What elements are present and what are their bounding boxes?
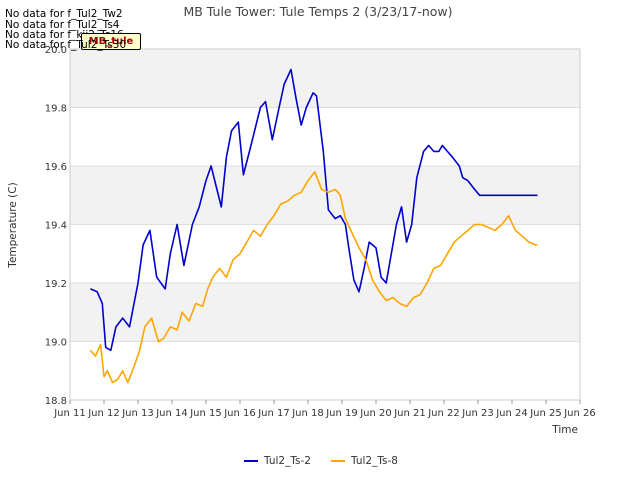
x-tick-label: Jun 15 (189, 408, 222, 419)
series-line (89, 171, 538, 384)
no-data-message: No data for f_Tul2_Ts4 (5, 19, 120, 31)
x-tick-label: Jun 25 (529, 408, 562, 419)
x-tick-label: Jun 13 (121, 408, 154, 419)
legend-label: Tul2_Ts-2 (263, 455, 311, 467)
x-tick-label: Jun 23 (461, 408, 494, 419)
y-tick-label: 19.0 (45, 338, 67, 349)
x-axis-label: Time (551, 424, 578, 436)
no-data-message: No data for f_kij2_Ts16 (5, 29, 124, 41)
x-tick-label: Jun 24 (495, 408, 528, 419)
y-tick-label: 18.8 (45, 396, 67, 407)
x-tick-label: Jun 17 (257, 408, 290, 419)
no-data-message: No data for f_Tul2_Tw2 (5, 8, 123, 20)
x-tick-label: Jun 14 (155, 408, 188, 419)
series-line (90, 68, 538, 352)
legend-label: Tul2_Ts-8 (350, 455, 398, 467)
y-axis-label: Temperature (C) (7, 182, 19, 268)
x-tick-label: Jun 16 (223, 408, 256, 419)
y-tick-label: 19.6 (45, 162, 67, 173)
x-tick-label: Jun 19 (325, 408, 358, 419)
site-badge[interactable]: MB_tule (81, 33, 141, 50)
y-tick-label: 20.0 (45, 45, 67, 56)
x-tick-label: Jun 12 (87, 408, 120, 419)
x-tick-label: Jun 21 (393, 408, 426, 419)
plot-area (69, 48, 581, 401)
x-tick-label: Jun 26 (563, 408, 596, 419)
x-tick-label: Jun 18 (291, 408, 324, 419)
y-tick-label: 19.4 (45, 221, 67, 232)
no-data-message: No data for f_Tul2_Ts30 (5, 39, 127, 51)
chart-title: MB Tule Tower: Tule Temps 2 (3/23/17-now… (183, 4, 452, 19)
x-tick-label: Jun 11 (53, 408, 86, 419)
y-tick-label: 19.8 (45, 104, 67, 115)
x-tick-label: Jun 20 (359, 408, 392, 419)
y-tick-label: 19.2 (45, 279, 67, 290)
x-tick-label: Jun 22 (427, 408, 460, 419)
plot-band (70, 283, 580, 342)
plot-band (70, 49, 580, 108)
